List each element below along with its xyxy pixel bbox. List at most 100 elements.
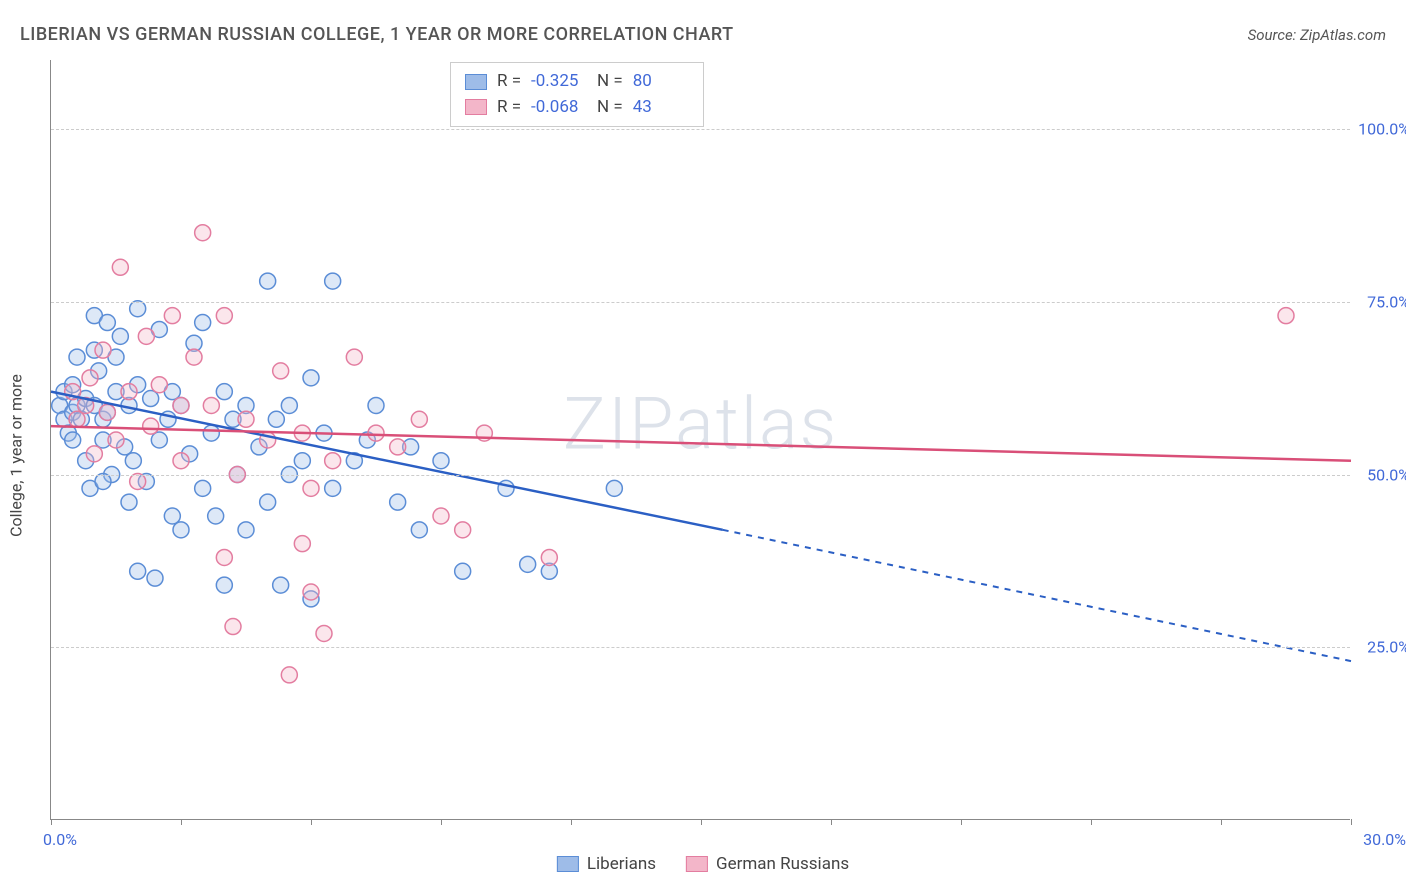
- y-axis-label: College, 1 year or more: [7, 374, 26, 537]
- scatter-point: [520, 556, 536, 572]
- scatter-point: [173, 453, 189, 469]
- scatter-point: [281, 397, 297, 413]
- scatter-point: [216, 549, 232, 565]
- scatter-point: [95, 342, 111, 358]
- scatter-point: [281, 667, 297, 683]
- scatter-point: [433, 453, 449, 469]
- scatter-point: [294, 453, 310, 469]
- legend-label: German Russians: [716, 854, 849, 874]
- stat-n-label: N =: [597, 69, 623, 95]
- scatter-point: [130, 473, 146, 489]
- trend-line-solid: [51, 426, 1351, 461]
- stat-r-label: R =: [497, 95, 521, 121]
- scatter-point: [195, 315, 211, 331]
- scatter-point: [121, 494, 137, 510]
- stats-legend-row: R =-0.068N =43: [465, 95, 689, 121]
- legend-swatch: [465, 99, 487, 115]
- stat-r-label: R =: [497, 69, 521, 95]
- y-tick-label: 25.0%: [1367, 638, 1406, 657]
- scatter-point: [121, 384, 137, 400]
- scatter-point: [294, 536, 310, 552]
- scatter-point: [303, 584, 319, 600]
- gridline-h: [51, 302, 1350, 303]
- scatter-point: [325, 453, 341, 469]
- scatter-point: [455, 522, 471, 538]
- scatter-point: [164, 508, 180, 524]
- scatter-point: [541, 549, 557, 565]
- scatter-point: [203, 425, 219, 441]
- scatter-point: [238, 522, 254, 538]
- scatter-point: [216, 384, 232, 400]
- scatter-point: [368, 397, 384, 413]
- x-tick: [1351, 819, 1352, 825]
- scatter-point: [130, 563, 146, 579]
- title-row: LIBERIAN VS GERMAN RUSSIAN COLLEGE, 1 YE…: [20, 24, 1386, 45]
- scatter-point: [65, 432, 81, 448]
- scatter-point: [99, 315, 115, 331]
- scatter-point: [325, 480, 341, 496]
- x-tick: [701, 819, 702, 825]
- scatter-point: [346, 349, 362, 365]
- scatter-point: [203, 397, 219, 413]
- scatter-point: [173, 522, 189, 538]
- bottom-legend-item: Liberians: [557, 854, 656, 874]
- scatter-point: [164, 308, 180, 324]
- scatter-point: [138, 328, 154, 344]
- scatter-point: [303, 480, 319, 496]
- scatter-point: [143, 391, 159, 407]
- scatter-plot-svg: [51, 60, 1350, 819]
- scatter-point: [268, 411, 284, 427]
- scatter-point: [325, 273, 341, 289]
- stats-legend-box: R =-0.325N =80R =-0.068N =43: [450, 62, 704, 127]
- scatter-point: [151, 432, 167, 448]
- chart-title: LIBERIAN VS GERMAN RUSSIAN COLLEGE, 1 YE…: [20, 24, 734, 45]
- scatter-point: [69, 411, 85, 427]
- scatter-point: [173, 397, 189, 413]
- x-tick: [311, 819, 312, 825]
- gridline-h: [51, 647, 1350, 648]
- scatter-point: [455, 563, 471, 579]
- scatter-point: [390, 494, 406, 510]
- x-tick: [1221, 819, 1222, 825]
- legend-swatch: [686, 856, 708, 872]
- x-tick: [441, 819, 442, 825]
- scatter-point: [273, 363, 289, 379]
- scatter-point: [95, 473, 111, 489]
- scatter-point: [316, 625, 332, 641]
- stat-n-value: 43: [633, 95, 689, 121]
- bottom-legend-item: German Russians: [686, 854, 849, 874]
- legend-swatch: [465, 74, 487, 90]
- x-tick: [961, 819, 962, 825]
- chart-source: Source: ZipAtlas.com: [1248, 26, 1386, 44]
- scatter-point: [186, 349, 202, 365]
- scatter-point: [151, 377, 167, 393]
- scatter-point: [216, 577, 232, 593]
- stat-n-value: 80: [633, 69, 689, 95]
- scatter-point: [195, 225, 211, 241]
- x-tick: [571, 819, 572, 825]
- gridline-h: [51, 475, 1350, 476]
- scatter-point: [69, 349, 85, 365]
- scatter-point: [108, 432, 124, 448]
- scatter-point: [390, 439, 406, 455]
- bottom-legend: Liberians German Russians: [557, 854, 849, 874]
- scatter-point: [130, 301, 146, 317]
- plot-area: ZIPatlas 25.0%50.0%75.0%100.0%0.0%30.0%: [50, 60, 1350, 820]
- scatter-point: [225, 619, 241, 635]
- scatter-point: [433, 508, 449, 524]
- y-tick-label: 100.0%: [1358, 120, 1406, 139]
- scatter-point: [606, 480, 622, 496]
- scatter-point: [125, 453, 141, 469]
- scatter-point: [86, 446, 102, 462]
- scatter-point: [303, 370, 319, 386]
- y-tick-label: 75.0%: [1367, 292, 1406, 311]
- scatter-point: [238, 411, 254, 427]
- trend-line-solid: [51, 392, 723, 530]
- x-tick-label-max: 30.0%: [1363, 830, 1406, 849]
- scatter-point: [260, 273, 276, 289]
- stats-legend-row: R =-0.325N =80: [465, 69, 689, 95]
- trend-line-dashed: [723, 530, 1351, 661]
- scatter-point: [411, 522, 427, 538]
- legend-label: Liberians: [587, 854, 656, 874]
- scatter-point: [216, 308, 232, 324]
